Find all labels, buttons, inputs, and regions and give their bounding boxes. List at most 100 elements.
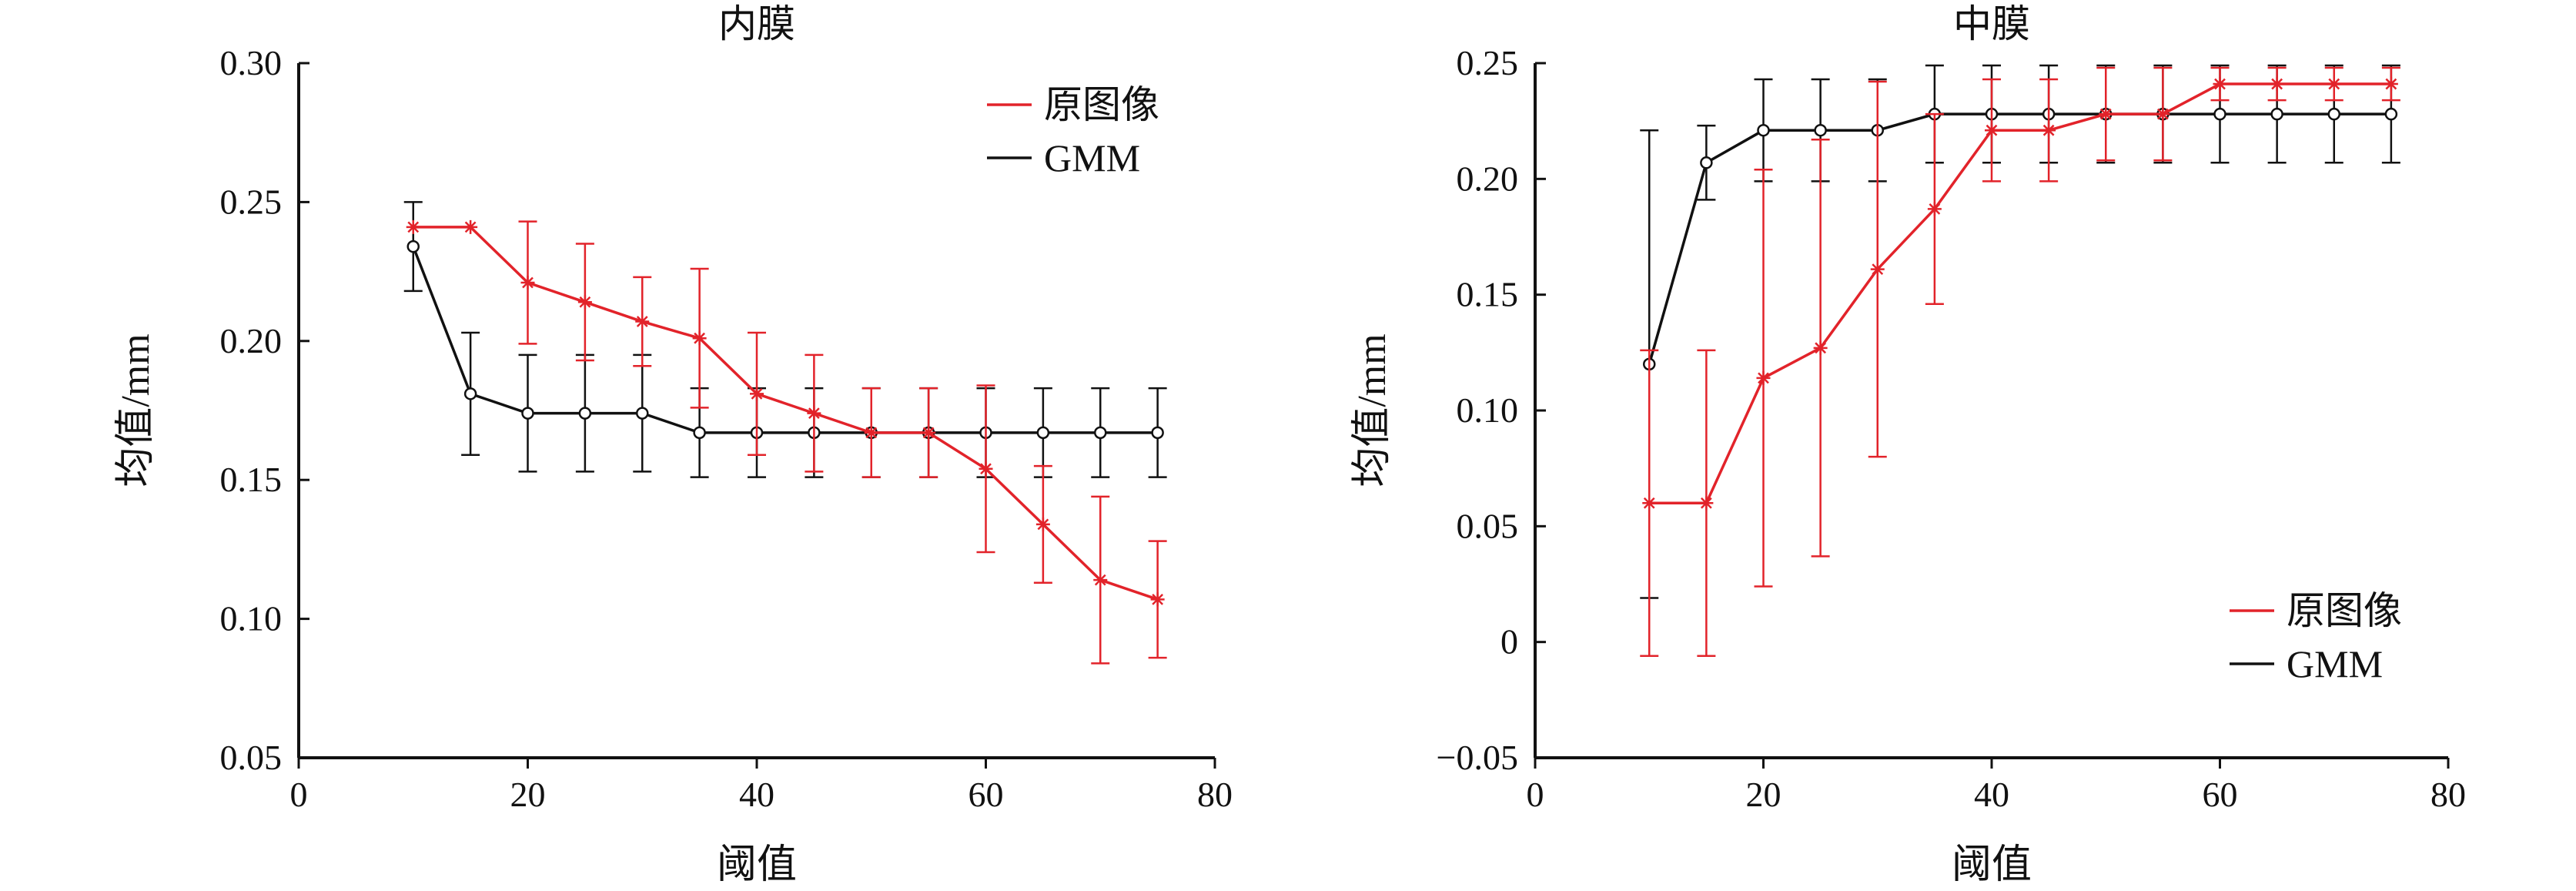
- marker-stroke: [1037, 518, 1049, 531]
- data-point: [692, 331, 707, 346]
- data-point: [1813, 340, 1828, 355]
- y-tick-label: 0.10: [1457, 390, 1519, 430]
- y-tick-label: 0.15: [1457, 275, 1519, 314]
- y-tick-label: 0.05: [220, 738, 283, 777]
- chart-title: 中膜: [1953, 2, 2030, 45]
- data-point: [2270, 77, 2284, 92]
- series-line: [412, 246, 1158, 434]
- data-point: [1757, 123, 1770, 137]
- data-point: [1093, 573, 1108, 588]
- x-tick-label: 80: [2430, 775, 2466, 814]
- marker-stroke: [922, 427, 935, 439]
- chart-inner-membrane: 内膜 0.05 0.10 0.15 0.20 0.25 0.30 0 20 40 60 80 阈值 均值/…: [114, 2, 1233, 887]
- marker-stroke: [808, 407, 820, 419]
- data-point: [2384, 107, 2398, 121]
- data-point: [1756, 370, 1771, 385]
- marker-stroke: [636, 316, 648, 327]
- data-point: [636, 407, 649, 420]
- legend-label: GMM: [2287, 642, 2383, 685]
- data-point: [578, 407, 592, 420]
- x-tick-label: 20: [1746, 775, 1781, 814]
- data-point: [693, 426, 706, 440]
- data-point: [406, 219, 420, 234]
- data-point: [2042, 123, 2056, 138]
- data-point: [1150, 592, 1165, 607]
- marker-stroke: [1700, 497, 1712, 509]
- data-point: [1985, 123, 1999, 138]
- series-original: [1640, 66, 2400, 657]
- data-point: [1035, 517, 1050, 531]
- x-tick-label: 40: [739, 775, 774, 814]
- marker-stroke: [980, 463, 992, 475]
- data-point: [463, 219, 478, 234]
- data-point: [1094, 426, 1107, 440]
- data-point: [2270, 107, 2283, 121]
- y-axis-label: 均值/mm: [114, 333, 158, 487]
- y-tick-label: 0: [1500, 622, 1518, 662]
- data-point: [2156, 107, 2170, 122]
- legend-label: 原图像: [2287, 589, 2402, 632]
- marker-stroke: [694, 332, 706, 344]
- data-point: [1699, 496, 1714, 511]
- marker-stroke: [1152, 593, 1164, 605]
- marker-stroke: [2042, 124, 2055, 136]
- legend: 原图像 GMM: [2230, 589, 2402, 685]
- legend-label: GMM: [1044, 136, 1140, 179]
- data-point: [922, 425, 936, 440]
- data-point: [1642, 496, 1657, 511]
- chart-title: 内膜: [718, 2, 795, 45]
- data-point: [521, 407, 534, 420]
- marker-stroke: [407, 221, 420, 233]
- legend: 原图像 GMM: [987, 83, 1159, 179]
- x-tick-label: 0: [290, 775, 308, 814]
- y-tick-label: 0.15: [220, 460, 283, 499]
- marker-stroke: [2214, 78, 2226, 90]
- x-axis-label: 阈值: [717, 843, 797, 887]
- marker-stroke: [1986, 124, 1998, 136]
- x-tick-label: 20: [510, 775, 546, 814]
- data-point: [2213, 77, 2227, 92]
- y-tick-label: 0.20: [1457, 159, 1519, 198]
- data-point: [2099, 107, 2113, 122]
- data-point: [2213, 107, 2226, 121]
- data-point: [2384, 77, 2398, 92]
- data-point: [750, 387, 764, 401]
- x-tick-label: 40: [1974, 775, 2009, 814]
- data-point: [979, 461, 993, 476]
- data-point: [1151, 426, 1164, 440]
- marker-stroke: [1872, 263, 1884, 275]
- data-point: [463, 387, 477, 400]
- series-gmm: [403, 201, 1167, 478]
- x-tick-label: 60: [969, 775, 1004, 814]
- x-tick-label: 80: [1197, 775, 1233, 814]
- y-tick-label: 0.25: [220, 182, 283, 221]
- data-point: [406, 239, 420, 253]
- y-tick-label: 0.10: [220, 599, 283, 638]
- data-point: [1814, 123, 1827, 137]
- marker-stroke: [1815, 342, 1827, 354]
- data-point: [807, 406, 821, 420]
- data-point: [1927, 202, 1942, 216]
- legend-label: 原图像: [1044, 83, 1159, 126]
- marker-stroke: [2271, 78, 2283, 90]
- series-gmm: [1640, 64, 2400, 599]
- series-line: [413, 226, 1159, 601]
- data-point: [635, 314, 650, 329]
- y-tick-label: 0.30: [220, 43, 283, 82]
- series-line: [1649, 82, 2391, 505]
- y-tick-label: −0.05: [1437, 738, 1518, 777]
- data-point: [864, 425, 878, 440]
- data-point: [1036, 426, 1050, 440]
- data-point: [2327, 107, 2340, 121]
- y-tick-label: 0.05: [1457, 506, 1519, 545]
- marker-stroke: [1758, 372, 1769, 384]
- marker-stroke: [2156, 108, 2169, 120]
- y-tick-label: 0.20: [220, 321, 283, 360]
- data-point: [577, 295, 592, 310]
- marker-stroke: [579, 296, 591, 308]
- x-axis-label: 阈值: [1952, 843, 2032, 887]
- series-original: [406, 219, 1167, 665]
- data-point: [1870, 262, 1885, 276]
